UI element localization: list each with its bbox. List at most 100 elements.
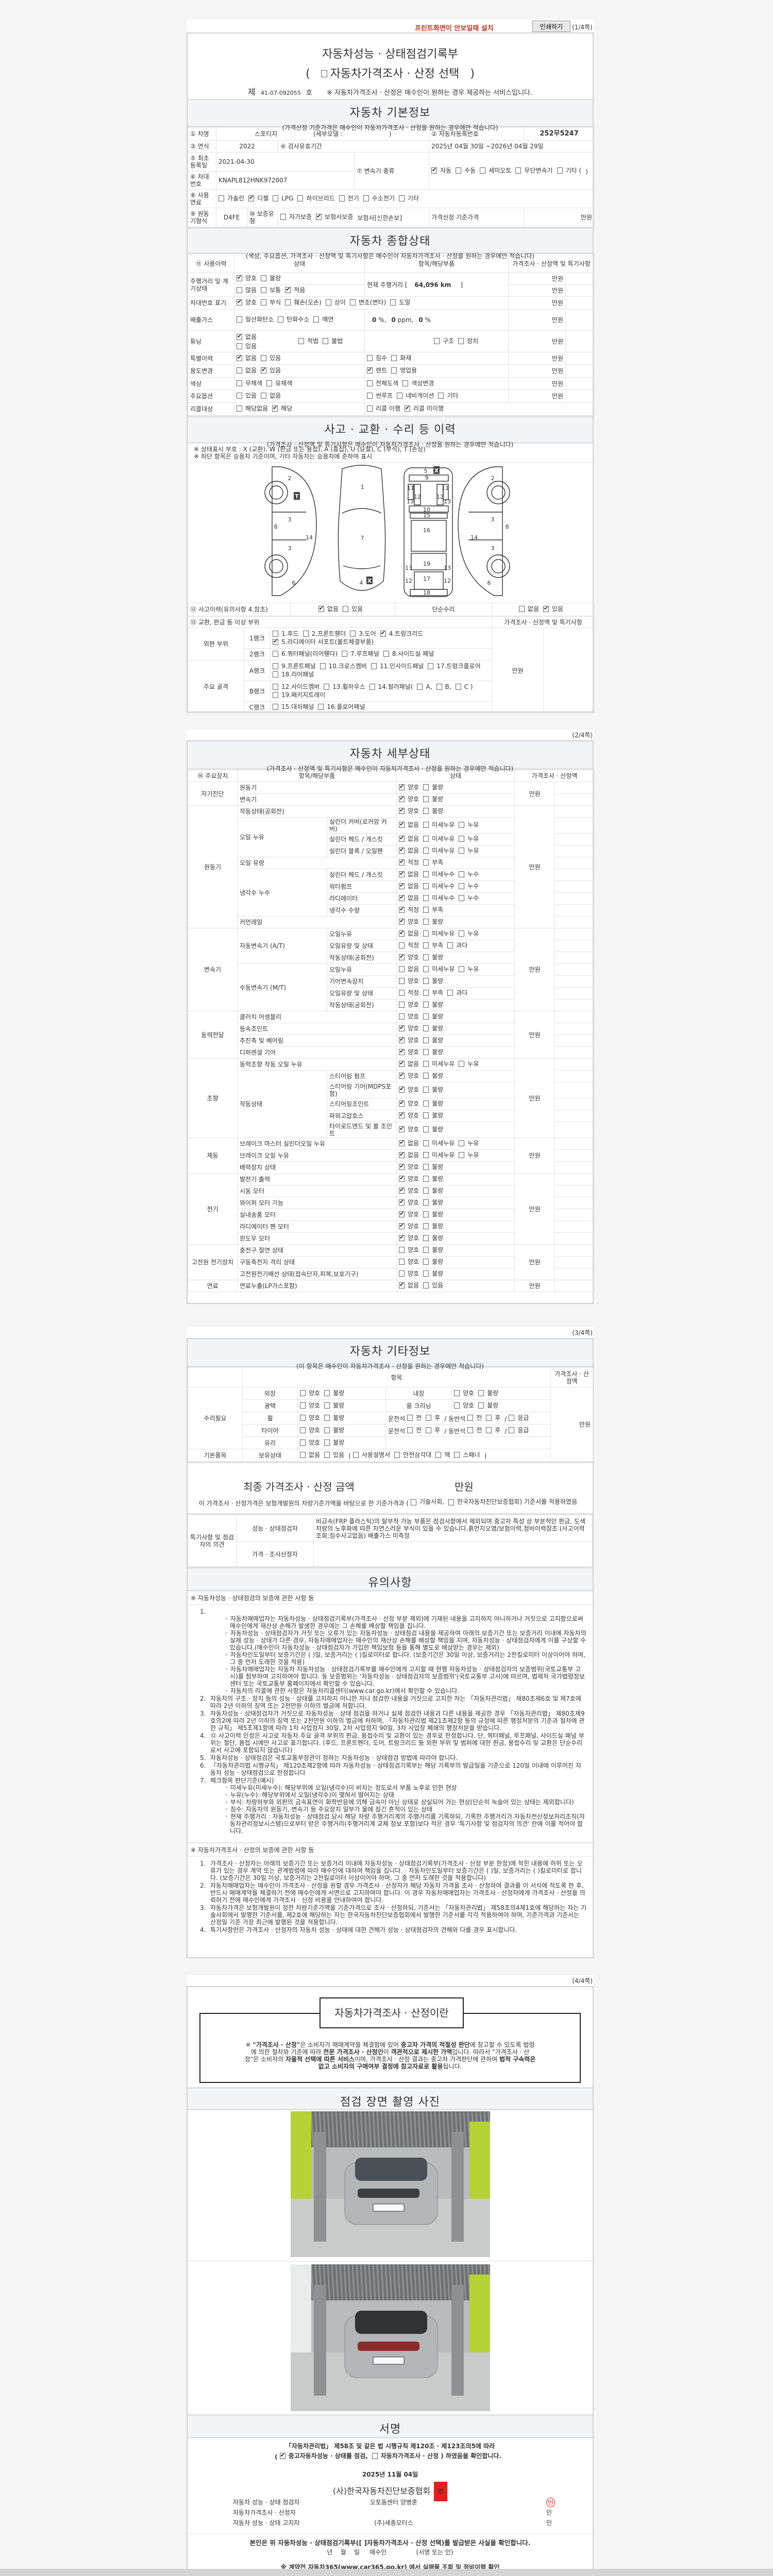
checkbox-icon[interactable] <box>407 1414 413 1421</box>
checkbox-icon[interactable] <box>402 380 409 386</box>
checked-checkbox-icon[interactable] <box>431 166 437 174</box>
checked-checkbox-icon[interactable] <box>237 298 242 306</box>
checkbox-option[interactable]: 불량 <box>423 1258 443 1265</box>
checkbox-option[interactable]: 중고자동차성능 · 상태를 점검, <box>279 2451 368 2460</box>
checkbox-icon[interactable] <box>423 1049 429 1055</box>
checkbox-option[interactable]: 15.대쉬패널 <box>273 703 314 710</box>
checkbox-option[interactable]: 없음 <box>399 835 419 842</box>
checkbox-option[interactable]: 전체도색 <box>367 380 398 387</box>
checkbox-option[interactable]: 침수 <box>367 354 387 362</box>
checkbox-icon[interactable] <box>423 1140 429 1146</box>
checkbox-icon[interactable] <box>303 630 309 637</box>
checkbox-icon[interactable] <box>486 1427 492 1433</box>
checked-checkbox-icon[interactable] <box>399 1125 405 1132</box>
checkbox-icon[interactable] <box>423 1270 429 1277</box>
checkbox-option[interactable]: 양호 <box>399 1086 419 1093</box>
checkbox-option[interactable]: 불량 <box>423 784 443 791</box>
checkbox-option[interactable]: 없음 <box>399 882 419 890</box>
checkbox-icon[interactable] <box>323 337 329 344</box>
checkbox-icon[interactable] <box>285 299 291 306</box>
price-note[interactable] <box>565 309 595 331</box>
checkbox-option[interactable]: 양호 <box>399 1111 419 1119</box>
checkbox-icon[interactable] <box>434 337 440 344</box>
checkbox-option[interactable]: 있음 <box>343 605 363 613</box>
checkbox-option[interactable]: 19.패키지트레이 <box>273 691 325 699</box>
checkbox-icon[interactable] <box>459 836 465 842</box>
checkbox-option[interactable]: 있음 <box>423 1282 443 1289</box>
checkbox-icon[interactable] <box>237 316 242 323</box>
print-button[interactable]: 인쇄하기 <box>532 21 570 32</box>
checkbox-icon[interactable] <box>273 671 278 677</box>
price-note[interactable] <box>565 352 595 365</box>
checkbox-option[interactable]: 불량 <box>478 1402 498 1409</box>
checkbox-option[interactable]: 미세누유 <box>423 835 455 842</box>
price-note[interactable] <box>554 869 595 881</box>
checkbox-icon[interactable] <box>342 651 348 657</box>
checkbox-icon[interactable] <box>300 1427 306 1433</box>
checkbox-icon[interactable] <box>273 704 278 710</box>
checkbox-icon[interactable] <box>447 990 453 996</box>
checkbox-option[interactable]: 불량 <box>423 1001 443 1008</box>
checkbox-icon[interactable] <box>423 784 429 790</box>
checkbox-option[interactable]: 자동 <box>431 166 451 174</box>
checkbox-icon[interactable] <box>423 822 429 828</box>
checked-checkbox-icon[interactable] <box>399 906 405 913</box>
checkbox-option[interactable]: 부족 <box>423 942 443 949</box>
checkbox-icon[interactable] <box>352 1451 359 1458</box>
checked-checkbox-icon[interactable] <box>237 354 242 361</box>
checkbox-icon[interactable] <box>515 167 522 174</box>
checkbox-icon[interactable] <box>423 848 429 854</box>
checkbox-option[interactable]: 전 <box>407 1427 422 1434</box>
price-note[interactable] <box>554 892 595 905</box>
checkbox-option[interactable]: 불량 <box>423 1126 443 1133</box>
checkbox-icon[interactable] <box>343 606 348 612</box>
price-note[interactable] <box>554 1280 595 1292</box>
checked-checkbox-icon[interactable] <box>318 605 324 612</box>
checkbox-option[interactable]: 없음 <box>237 333 294 341</box>
checkbox-icon[interactable] <box>300 1439 306 1446</box>
checkbox-icon[interactable] <box>390 299 396 306</box>
checkbox-option[interactable]: 양호 <box>399 953 419 961</box>
price-note[interactable] <box>554 928 595 940</box>
checkbox-option[interactable]: 기술사회, <box>411 1498 444 1506</box>
price-note[interactable] <box>554 1149 595 1162</box>
checkbox-icon[interactable] <box>394 1451 400 1458</box>
checkbox-option[interactable]: 잭 <box>435 1451 450 1459</box>
checkbox-icon[interactable] <box>367 393 373 399</box>
checkbox-icon[interactable] <box>399 990 405 996</box>
checkbox-option[interactable]: 5.라디에이터 서포트(볼트체결부품) <box>273 638 374 646</box>
checkbox-option[interactable]: 양호 <box>399 1175 419 1182</box>
price-note[interactable] <box>554 904 595 917</box>
checked-checkbox-icon[interactable] <box>543 605 549 612</box>
checked-checkbox-icon[interactable] <box>272 404 278 412</box>
checkbox-icon[interactable] <box>423 1223 429 1229</box>
checkbox-option[interactable]: 있음 <box>543 605 563 613</box>
checkbox-option[interactable]: 없음 <box>399 1151 419 1159</box>
checked-checkbox-icon[interactable] <box>237 274 242 281</box>
checked-checkbox-icon[interactable] <box>399 953 405 960</box>
price-note[interactable] <box>554 1221 595 1233</box>
checkbox-option[interactable]: 양호 <box>399 1013 419 1020</box>
checkbox-icon[interactable] <box>423 808 429 814</box>
checkbox-option[interactable]: 양호 <box>399 1246 419 1253</box>
checkbox-option[interactable]: 3.도어 <box>350 630 376 637</box>
checkbox-icon[interactable] <box>423 1199 429 1206</box>
checkbox-icon[interactable] <box>423 1025 429 1031</box>
checkbox-option[interactable]: 양호 <box>300 1427 320 1434</box>
price-note[interactable] <box>554 1185 595 1197</box>
checkbox-icon[interactable] <box>423 1037 429 1043</box>
checkbox-option[interactable]: LPG <box>273 195 293 202</box>
checked-checkbox-icon[interactable] <box>399 835 405 842</box>
checkbox-icon[interactable] <box>261 275 267 281</box>
checked-checkbox-icon[interactable] <box>399 882 405 889</box>
checkbox-option[interactable]: 양호 <box>399 1099 419 1107</box>
checkbox-option[interactable]: 16.플로어패널 <box>318 703 365 710</box>
checkbox-icon[interactable] <box>273 691 278 698</box>
checkbox-option[interactable]: 탄화수소 <box>278 316 309 323</box>
checkbox-option[interactable]: 누수 <box>459 871 479 878</box>
checkbox-option[interactable]: 미세누유 <box>423 930 455 937</box>
checkbox-icon[interactable] <box>273 651 278 657</box>
checkbox-option[interactable]: 양호 <box>399 807 419 815</box>
checkbox-icon[interactable] <box>273 630 278 637</box>
price-note[interactable] <box>554 805 595 818</box>
